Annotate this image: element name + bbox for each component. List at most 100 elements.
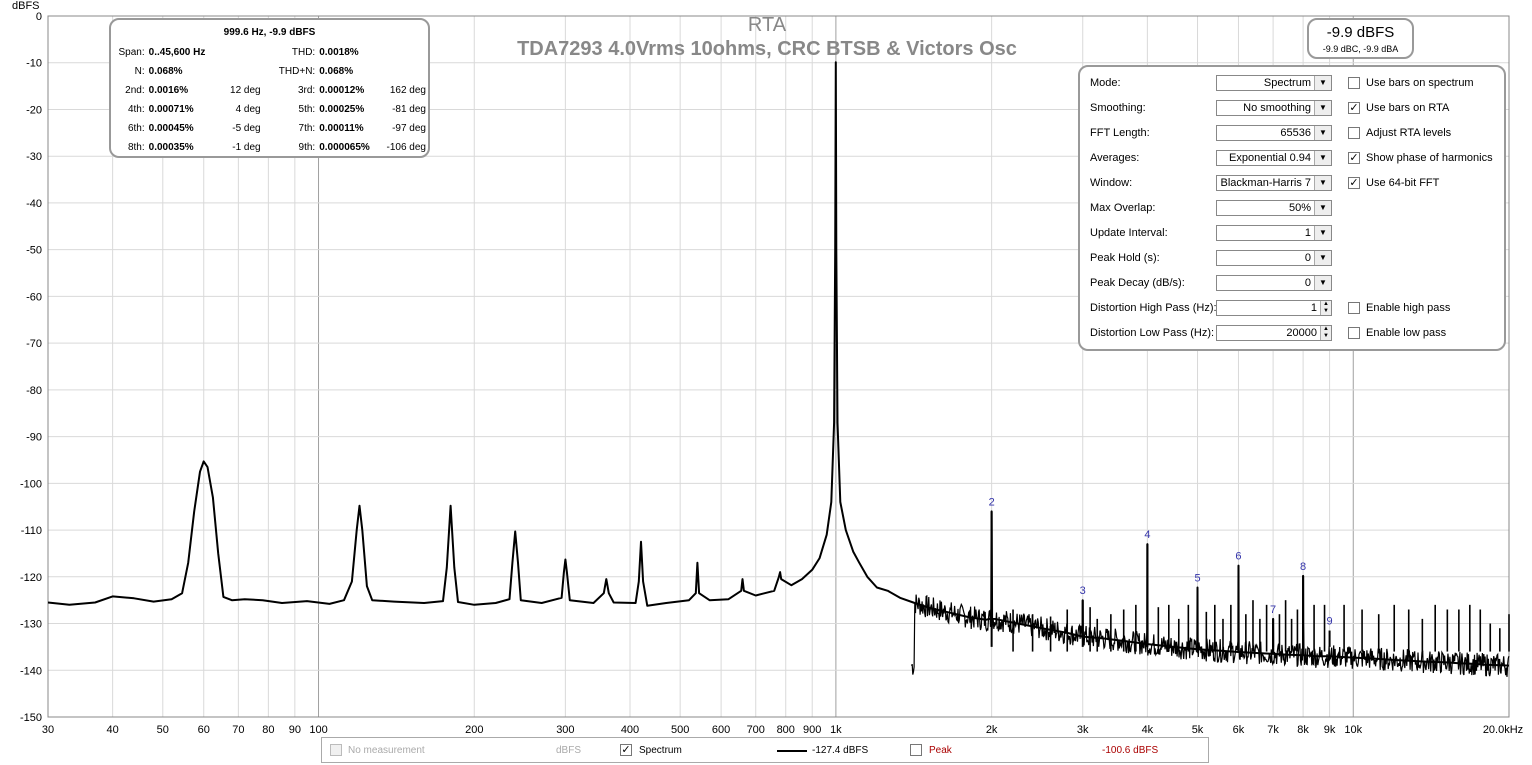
mode-select[interactable]: Spectrum ▼ bbox=[1216, 75, 1332, 91]
x-tick-label: 10k bbox=[1344, 724, 1362, 736]
y-axis-label: dBFS bbox=[12, 0, 40, 12]
x-tick-label: 500 bbox=[671, 724, 689, 736]
plot-frame bbox=[47, 15, 1510, 718]
x-tick-label: 400 bbox=[621, 724, 639, 736]
x-tick-label: 300 bbox=[556, 724, 574, 736]
harmonic-label: 9 bbox=[1327, 616, 1333, 628]
x-tick-label: 90 bbox=[289, 724, 301, 736]
harmonic-row: 6th: 0.00045% -5 deg 7th: 0.00011% -97 deg bbox=[127, 123, 426, 134]
span-value: 0..45,600 Hz bbox=[148, 47, 206, 58]
x-tick-label: 200 bbox=[465, 724, 483, 736]
chevron-down-icon[interactable]: ▼ bbox=[1314, 76, 1331, 90]
use-bars-spectrum-checkbox[interactable] bbox=[1348, 77, 1360, 89]
peak-decay-label: Peak Decay (dB/s): bbox=[1090, 277, 1185, 289]
y-tick-label: -140 bbox=[20, 665, 42, 677]
level-box: -9.9 dBFS -9.9 dBC, -9.9 dBA bbox=[1307, 18, 1414, 59]
y-tick-label: -120 bbox=[20, 572, 42, 584]
spinner-icon[interactable]: ▲ ▼ bbox=[1320, 326, 1331, 340]
use-64bit-fft-checkbox[interactable]: ✓ bbox=[1348, 177, 1360, 189]
x-tick-label: 7k bbox=[1267, 724, 1279, 736]
peak-hold-select[interactable]: 0 ▼ bbox=[1216, 250, 1332, 266]
chevron-down-icon[interactable]: ▼ bbox=[1314, 101, 1331, 115]
fft-length-select[interactable]: 65536 ▼ bbox=[1216, 125, 1332, 141]
x-tick-label: 2k bbox=[986, 724, 998, 736]
x-tick-label: 5k bbox=[1192, 724, 1204, 736]
harmonic-row: 8th: 0.00035% -1 deg 9th: 0.000065% -106 deg bbox=[127, 142, 426, 153]
use-bars-rta-label: Use bars on RTA bbox=[1366, 102, 1450, 114]
harmonic-label: 2 bbox=[989, 496, 995, 508]
update-interval-select[interactable]: 1 ▼ bbox=[1216, 225, 1332, 241]
x-tick-label: 40 bbox=[107, 724, 119, 736]
chevron-down-icon[interactable]: ▼ bbox=[1314, 176, 1331, 190]
noise-floor-trace bbox=[910, 594, 1510, 677]
enable-low-pass-checkbox[interactable] bbox=[1348, 327, 1360, 339]
show-phase-checkbox[interactable]: ✓ bbox=[1348, 152, 1360, 164]
distortion-table: Span: 0..45,600 Hz THD: 0.0018% N: 0.068… bbox=[113, 43, 428, 157]
smoothing-select[interactable]: No smoothing ▼ bbox=[1216, 100, 1332, 116]
x-tick-label: 8k bbox=[1297, 724, 1309, 736]
enable-high-pass-checkbox[interactable] bbox=[1348, 302, 1360, 314]
x-tick-label: 20.0kHz bbox=[1483, 724, 1523, 736]
max-overlap-select[interactable]: 50% ▼ bbox=[1216, 200, 1332, 216]
adjust-rta-levels-checkbox[interactable] bbox=[1348, 127, 1360, 139]
thdn-label: THD+N: bbox=[278, 66, 316, 77]
chevron-down-icon[interactable]: ▼ bbox=[1314, 201, 1331, 215]
y-tick-label: -70 bbox=[26, 338, 42, 350]
x-tick-label: 80 bbox=[262, 724, 274, 736]
y-tick-label: -90 bbox=[26, 432, 42, 444]
n-label: N: bbox=[134, 66, 145, 77]
x-tick-label: 50 bbox=[157, 724, 169, 736]
window-label: Window: bbox=[1090, 177, 1133, 189]
averages-label: Averages: bbox=[1090, 152, 1140, 164]
harmonic-label: 7 bbox=[1270, 604, 1276, 616]
chart-title: RTA bbox=[747, 14, 787, 36]
chevron-down-icon[interactable]: ▼ bbox=[1314, 126, 1331, 140]
thdn-value: 0.068% bbox=[319, 66, 354, 77]
y-tick-label: -100 bbox=[20, 478, 42, 490]
distortion-low-pass-input[interactable]: 20000 ▲ ▼ bbox=[1216, 325, 1332, 341]
no-measurement-label: No measurement bbox=[348, 745, 425, 756]
chevron-down-icon[interactable]: ▼ bbox=[1314, 276, 1331, 290]
x-tick-label: 900 bbox=[803, 724, 821, 736]
controls-panel: Mode: Spectrum ▼ Smoothing: No smoothing ▼… bbox=[1078, 65, 1506, 351]
thd-value: 0.0018% bbox=[319, 47, 359, 58]
harmonic-row: 2nd: 0.0016% 12 deg 3rd: 0.00012% 162 deg bbox=[125, 85, 426, 96]
harmonic-label: 5 bbox=[1194, 573, 1200, 585]
spectrum-checkbox[interactable]: ✓ bbox=[620, 744, 632, 756]
adjust-rta-levels-label: Adjust RTA levels bbox=[1366, 127, 1452, 139]
enable-high-pass-label: Enable high pass bbox=[1366, 302, 1451, 314]
distortion-panel: 999.6 Hz, -9.9 dBFS Span: 0..45,600 Hz T… bbox=[109, 18, 430, 158]
averages-select[interactable]: Exponential 0.94 ▼ bbox=[1216, 150, 1332, 166]
legend-bar: No measurement dBFS ✓ Spectrum -127.4 dB… bbox=[321, 737, 1209, 763]
x-tick-label: 9k bbox=[1324, 724, 1336, 736]
x-tick-label: 70 bbox=[232, 724, 244, 736]
show-phase-label: Show phase of harmonics bbox=[1366, 152, 1493, 164]
peak-decay-select[interactable]: 0 ▼ bbox=[1216, 275, 1332, 291]
distortion-high-pass-input[interactable]: 1 ▲ ▼ bbox=[1216, 300, 1332, 316]
spinner-icon[interactable]: ▲ ▼ bbox=[1320, 301, 1331, 315]
level-sub: -9.9 dBC, -9.9 dBA bbox=[1322, 44, 1399, 54]
y-tick-label: -80 bbox=[26, 385, 42, 397]
level-main: -9.9 dBFS bbox=[1326, 24, 1395, 41]
x-tick-label: 3k bbox=[1077, 724, 1089, 736]
y-tick-label: -130 bbox=[20, 619, 42, 631]
harmonic-label: 8 bbox=[1300, 561, 1306, 573]
spectrum-line-swatch bbox=[777, 750, 807, 752]
x-tick-label: 30 bbox=[42, 724, 54, 736]
no-measurement-checkbox[interactable] bbox=[330, 744, 342, 756]
x-tick-label: 600 bbox=[712, 724, 730, 736]
y-tick-label: -110 bbox=[21, 525, 42, 537]
window-select[interactable]: Blackman-Harris 7 ▼ bbox=[1216, 175, 1332, 191]
harmonic-label: 3 bbox=[1080, 585, 1086, 597]
x-tick-label: 100 bbox=[309, 724, 327, 736]
y-tick-label: -20 bbox=[26, 104, 42, 116]
smoothing-label: Smoothing: bbox=[1090, 102, 1146, 114]
harmonic-label: 6 bbox=[1235, 551, 1241, 563]
chevron-down-icon[interactable]: ▼ bbox=[1314, 226, 1331, 240]
chart-subtitle: TDA7293 4.0Vrms 10ohms, CRC BTSB & Victo… bbox=[517, 38, 1017, 60]
peak-checkbox[interactable] bbox=[910, 744, 922, 756]
chevron-down-icon[interactable]: ▼ bbox=[1314, 251, 1331, 265]
use-bars-rta-checkbox[interactable]: ✓ bbox=[1348, 102, 1360, 114]
enable-low-pass-label: Enable low pass bbox=[1366, 327, 1447, 339]
chevron-down-icon[interactable]: ▼ bbox=[1314, 151, 1331, 165]
